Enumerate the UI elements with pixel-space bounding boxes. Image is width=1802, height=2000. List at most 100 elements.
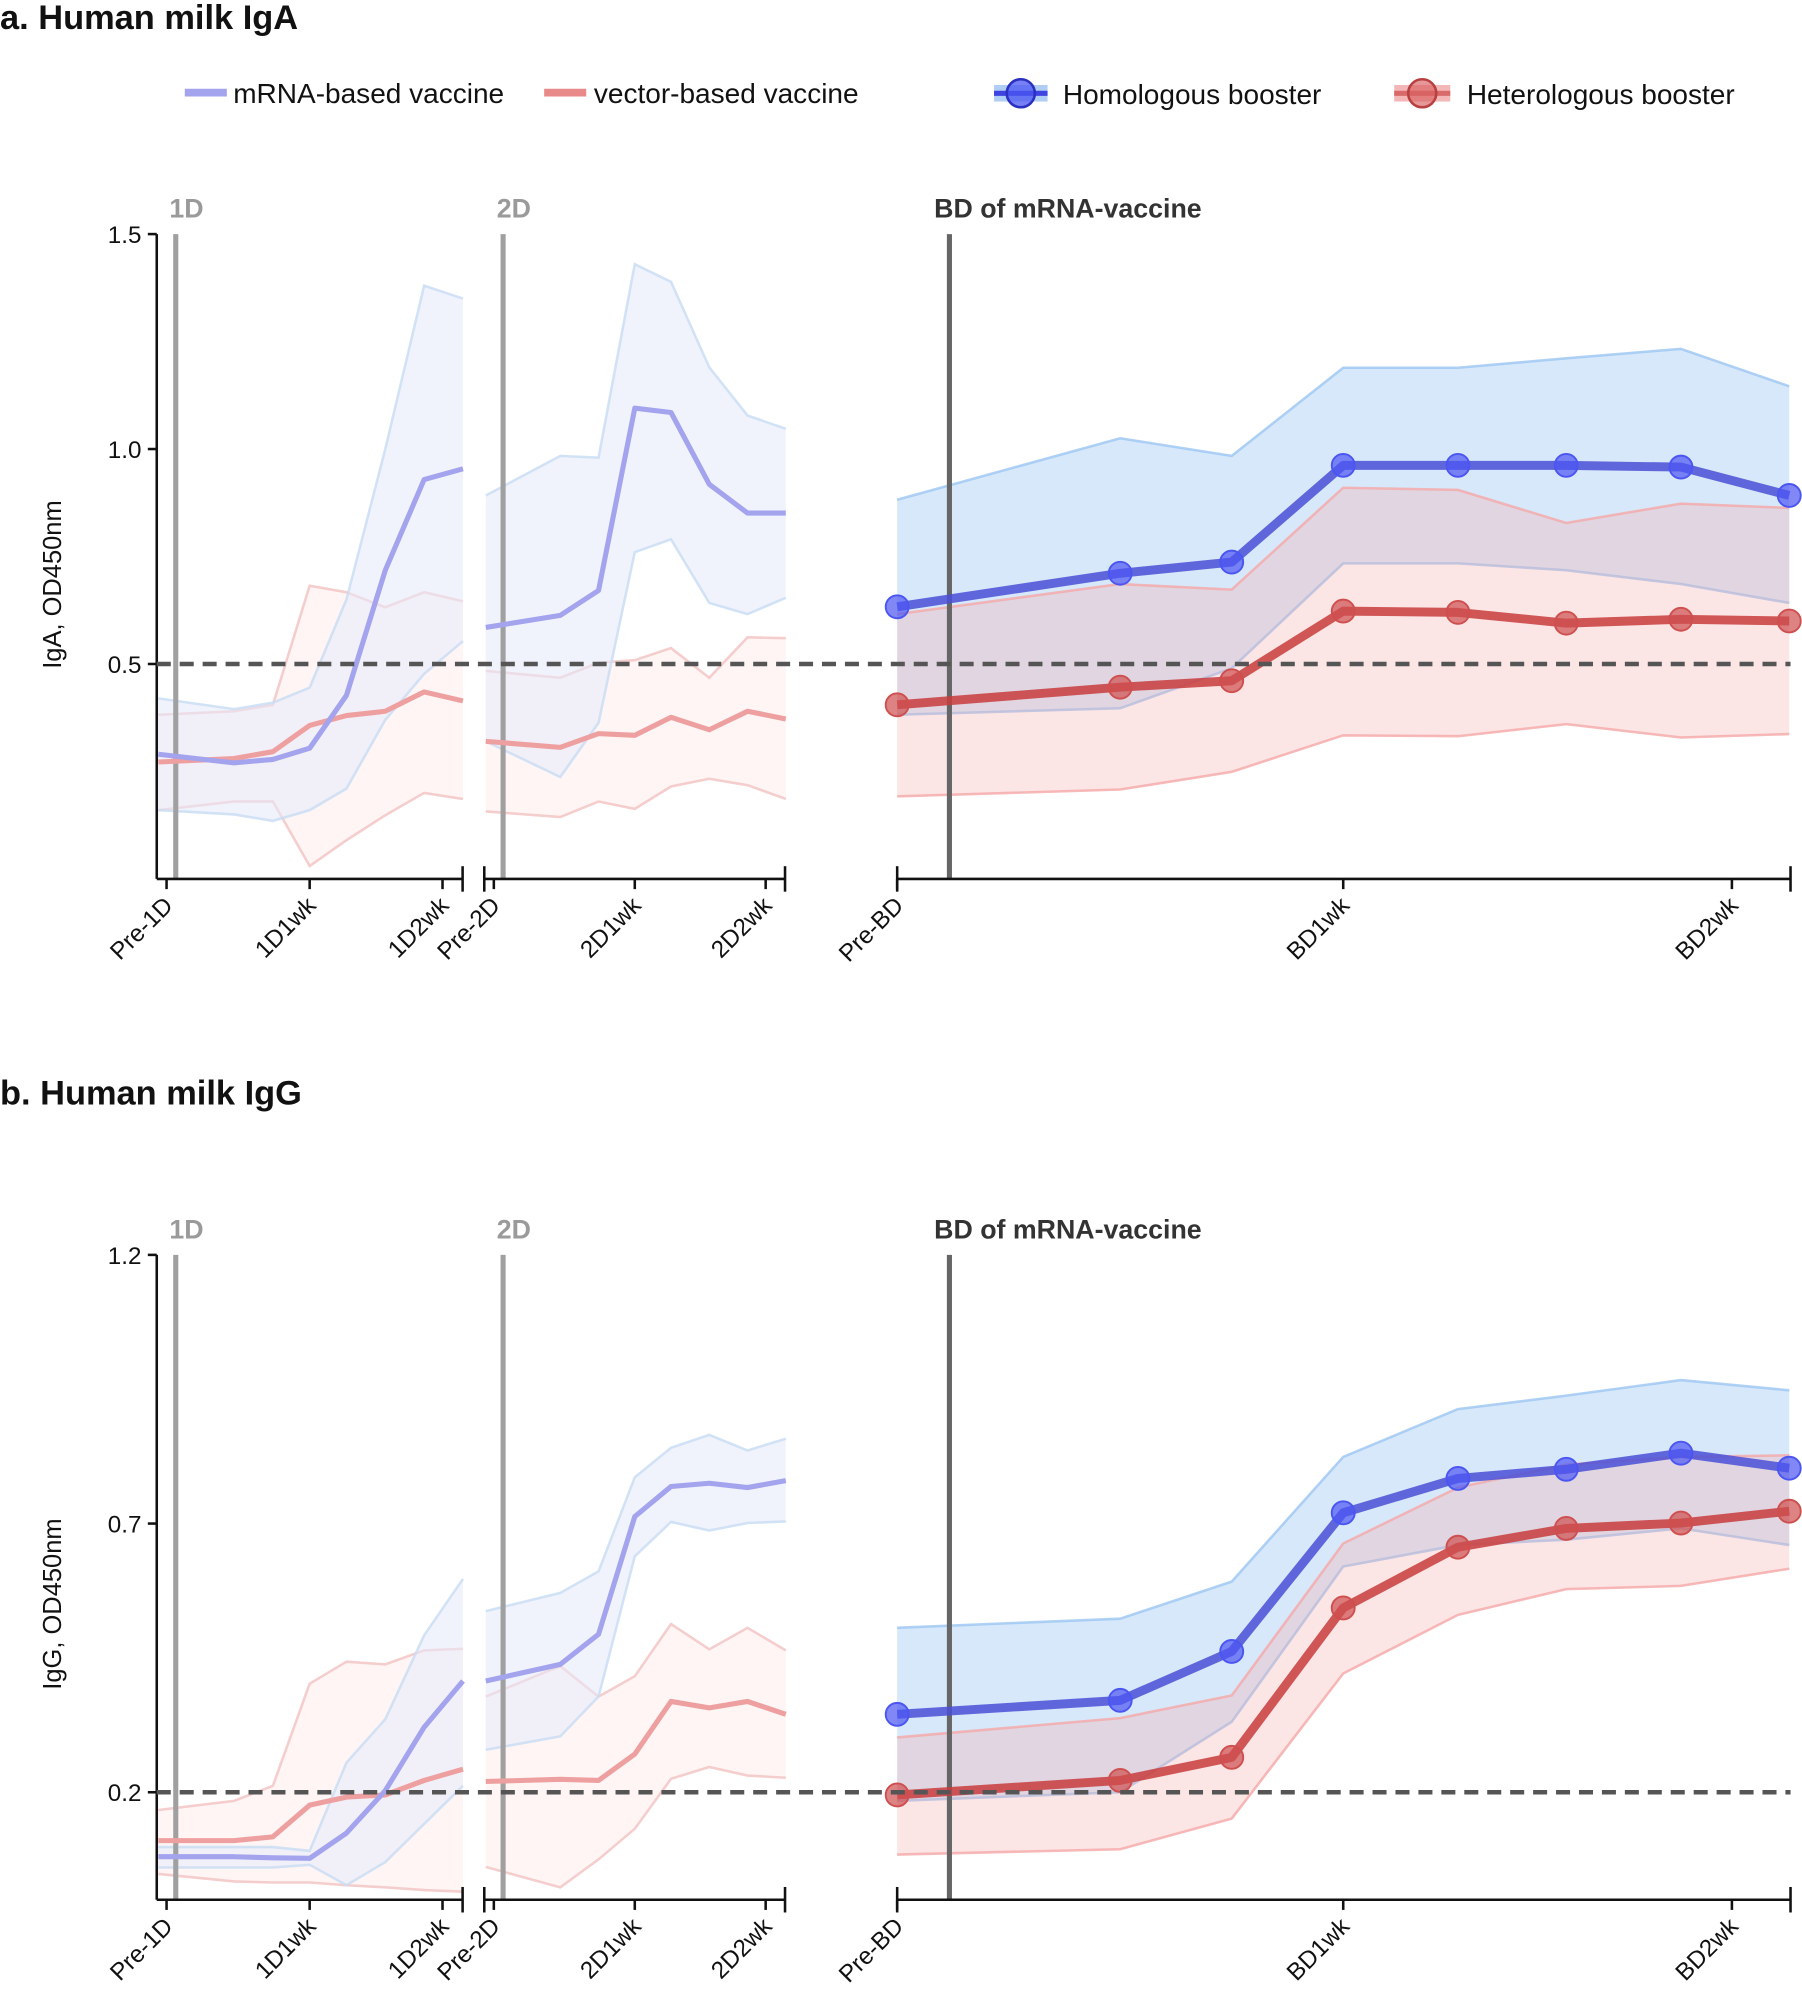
ci-lower-edge: [485, 1765, 786, 1889]
legend-marker-heterologous: [1406, 77, 1438, 109]
legend-label-mrna: mRNA-based vaccine: [233, 78, 504, 109]
panel-a-y-axis-label: IgA, OD450nm: [39, 500, 67, 668]
homologous-booster-line: [896, 1448, 1790, 1719]
heterologous-booster-ci-band: [897, 487, 1790, 797]
heterologous-booster-line: [896, 1506, 1790, 1800]
x-tick-label: BD2wk: [1670, 1912, 1744, 1986]
heterologous-booster-point: [1330, 598, 1356, 624]
ci-upper-edge: [158, 284, 464, 711]
ci-upper-edge: [897, 1378, 1790, 1630]
mrna-based-vaccine-ci-band: [158, 285, 463, 821]
heterologous-booster-point: [1219, 1744, 1245, 1770]
x-tick-label: 1D1wk: [250, 1912, 322, 1984]
mrna-based-vaccine-line: [485, 1478, 787, 1684]
homologous-booster-point: [1553, 1456, 1579, 1482]
vector-based-vaccine-line: [485, 1698, 787, 1785]
x-tick-label: BD2wk: [1670, 891, 1744, 965]
x-tick-label: 1D1wk: [250, 891, 322, 963]
ci-upper-edge: [897, 486, 1790, 616]
ci-lower-edge: [158, 640, 464, 823]
homologous-booster-point: [1219, 549, 1245, 575]
dose-label: 2D: [497, 1214, 531, 1244]
homologous-booster-point: [1445, 1466, 1471, 1491]
x-tick-label: 2D2wk: [706, 891, 778, 963]
x-tick-label: Pre-BD: [834, 892, 909, 967]
x-tick-label: 2D2wk: [706, 1912, 778, 1984]
y-tick-label: 1.0: [108, 437, 142, 464]
x-tick-label: BD1wk: [1282, 891, 1356, 965]
ci-lower-edge: [485, 777, 787, 819]
ci-lower-edge: [485, 537, 787, 779]
ci-lower-edge: [158, 1784, 464, 1887]
segment-3: BD of mRNA-vaccine Pre-BD BD1wk BD2wk: [834, 194, 1802, 967]
heterologous-booster-point: [1445, 1534, 1471, 1560]
mrna-based-vaccine-ci-band: [485, 264, 786, 778]
panel-b-y-axis-label: IgG, OD450nm: [39, 1518, 67, 1689]
mrna-based-vaccine-line: [158, 1679, 465, 1861]
heterologous-booster-point: [1219, 668, 1245, 694]
x-tick-label: 2D1wk: [575, 891, 647, 963]
ci-lower-edge: [485, 1520, 786, 1752]
mrna-based-vaccine-ci-band: [485, 1434, 786, 1750]
heterologous-booster-point: [1107, 1768, 1133, 1793]
x-tick-label: Pre-BD: [834, 1913, 909, 1988]
heterologous-booster-point: [1445, 599, 1471, 625]
ci-upper-edge: [485, 262, 787, 497]
homologous-booster-line: [896, 460, 1791, 612]
mrna-based-vaccine-line: [485, 405, 786, 630]
homologous-booster-point: [1776, 1455, 1802, 1481]
legend: mRNA-based vaccine vector-based vaccine …: [184, 77, 1735, 110]
legend-marker-homologous: [1005, 77, 1037, 109]
segment-3: BD of mRNA-vaccine Pre-BD BD1wk BD2wk: [834, 1214, 1802, 1988]
y-tick-label: 0.5: [108, 652, 142, 679]
heterologous-booster-ci-band: [897, 1455, 1790, 1855]
homologous-booster-point: [884, 1701, 910, 1727]
heterologous-booster-point: [884, 1782, 910, 1808]
ci-upper-edge: [485, 1433, 787, 1613]
legend-item-heterologous: Heterologous booster: [1394, 77, 1735, 110]
vector-based-vaccine-line: [485, 708, 787, 750]
homologous-booster-ci-band: [897, 348, 1790, 715]
ci-lower-edge: [897, 1567, 1790, 1856]
mrna-based-vaccine-line: [158, 466, 464, 766]
homologous-booster-point: [1553, 452, 1579, 478]
legend-item-vector: vector-based vaccine: [544, 78, 859, 109]
ci-lower-edge: [897, 562, 1790, 716]
vector-based-vaccine-line: [158, 1766, 464, 1844]
homologous-booster-point: [1668, 454, 1694, 480]
homologous-booster-point: [1107, 1687, 1133, 1713]
ci-lower-edge: [897, 722, 1790, 798]
dose-label: BD of mRNA-vaccine: [934, 1214, 1202, 1244]
x-tick-label: BD1wk: [1282, 1912, 1356, 1986]
x-tick-label: Pre-1D: [105, 892, 178, 965]
y-tick-label: 1.5: [108, 222, 142, 249]
heterologous-booster-point: [1553, 610, 1579, 636]
dose-label: 1D: [169, 194, 203, 224]
homologous-booster-point: [1776, 483, 1802, 508]
legend-label-heterologous: Heterologous booster: [1467, 79, 1735, 110]
homologous-booster-point: [1107, 560, 1133, 586]
homologous-booster-point: [1330, 1500, 1356, 1526]
heterologous-booster-point: [1776, 1498, 1802, 1524]
heterologous-booster-point: [1776, 608, 1802, 634]
legend-item-mrna: mRNA-based vaccine: [184, 78, 504, 109]
heterologous-booster-point: [884, 692, 910, 718]
x-tick-label: Pre-1D: [105, 1913, 178, 1986]
legend-label-vector: vector-based vaccine: [594, 78, 859, 109]
homologous-booster-point: [1668, 1440, 1694, 1466]
dose-label: BD of mRNA-vaccine: [934, 194, 1202, 224]
legend-label-homologous: Homologous booster: [1063, 79, 1322, 110]
ci-upper-edge: [896, 347, 1790, 501]
y-tick-label: 1.2: [108, 1243, 142, 1270]
heterologous-booster-point: [1553, 1515, 1579, 1541]
ci-lower-edge: [158, 1872, 464, 1893]
ci-upper-edge: [158, 1578, 465, 1853]
dose-label: 2D: [497, 194, 531, 224]
homologous-booster-point: [884, 594, 910, 620]
legend-item-homologous: Homologous booster: [994, 77, 1322, 110]
homologous-booster-point: [1330, 452, 1356, 478]
